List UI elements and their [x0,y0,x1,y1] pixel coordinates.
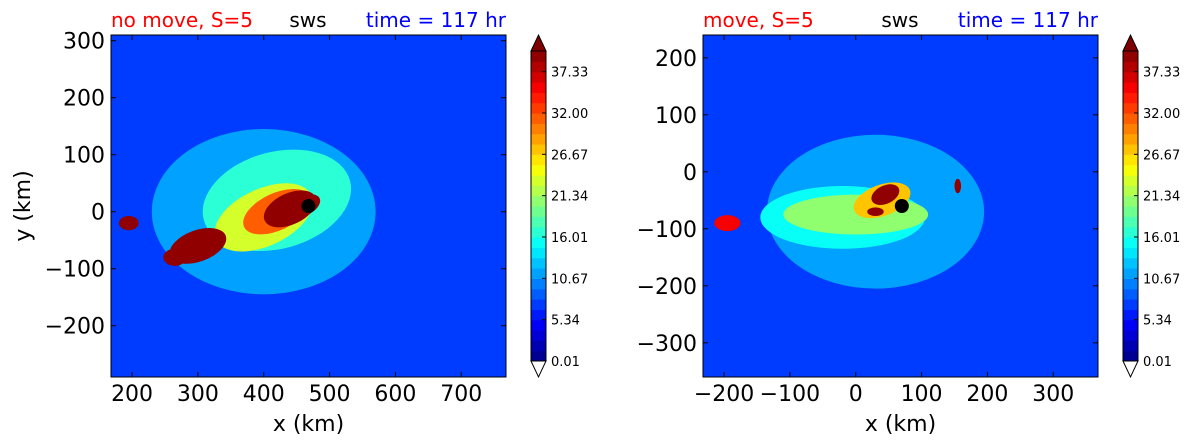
y-tick-label: −200 [637,275,697,300]
colorbar-tick-label: 26.67 [1143,148,1180,163]
colorbar-tick-label: 10.67 [551,272,588,287]
contour-region [163,248,187,266]
x-axis-label: x (km) [865,412,936,437]
colorbar-tick-label: 10.67 [1143,272,1180,287]
x-tick-label: 200 [111,382,153,407]
title-center: sws [289,8,326,32]
left-panel: 200 300 400 500 600 700 −200 −100 0 100 200 300 x (k… [11,8,588,437]
x-tick-label: 100 [901,382,943,407]
y-tick-label: 100 [63,144,105,169]
colorbar: 0.01 5.34 10.67 16.01 21.34 26.67 32.00 37.33 [530,33,588,379]
y-tick-label: −300 [637,332,697,357]
axes-frame [702,34,1099,378]
y-axis-label: y (km) [11,170,36,241]
contour-region [118,215,139,231]
y-tick-label: 100 [655,104,697,129]
colorbar-tick-label: 32.00 [551,107,588,122]
x-tick-label: 300 [177,382,219,407]
colorbar-tick-label: 26.67 [551,148,588,163]
y-tick-label: 300 [63,30,105,55]
colorbar-tick-label: 21.34 [551,190,588,205]
contour-region [714,215,741,232]
colorbar-tick-label: 16.01 [551,231,588,246]
storm-center-marker [894,199,909,213]
y-tick-label: −100 [45,258,105,283]
x-tick-label: 400 [243,382,285,407]
x-tick-label: 600 [374,382,416,407]
y-tick-label: 0 [683,161,697,186]
x-tick-label: 0 [849,382,863,407]
colorbar-tick-label: 16.01 [1143,231,1180,246]
colorbar-tick-label: 32.00 [1143,107,1180,122]
contour-region [867,207,884,216]
colorbar-tick-label: 0.01 [1143,355,1172,370]
y-tick-label: 200 [63,87,105,112]
axes-frame [110,34,507,378]
x-tick-label: −200 [694,382,754,407]
colorbar-tick-label: 37.33 [1143,66,1180,81]
x-tick-label: 200 [966,382,1008,407]
colorbar-tick-label: 37.33 [551,66,588,81]
y-tick-label: 200 [655,47,697,72]
x-tick-label: 500 [309,382,351,407]
x-axis-label: x (km) [273,412,344,437]
y-tick-label: −100 [637,218,697,243]
colorbar-tick-label: 5.34 [1143,314,1172,329]
title-center: sws [881,8,918,32]
title-right: time = 117 hr [366,8,507,32]
y-tick-label: 0 [91,201,105,226]
colorbar-tick-label: 0.01 [551,355,580,370]
title-left: no move, S=5 [111,8,253,32]
x-tick-label: −100 [760,382,820,407]
colorbar-tick-label: 5.34 [551,314,580,329]
title-left: move, S=5 [703,8,814,32]
storm-center-marker [301,199,316,213]
y-tick-label: −200 [45,315,105,340]
x-tick-label: 700 [440,382,482,407]
contour-region [871,184,900,205]
title-right: time = 117 hr [958,8,1099,32]
contour-region [954,178,962,194]
colorbar-tick-label: 21.34 [1143,190,1180,205]
colorbar: 0.01 5.34 10.67 16.01 21.34 26.67 32.00 37.33 [1122,33,1180,379]
x-tick-label: 300 [1032,382,1074,407]
